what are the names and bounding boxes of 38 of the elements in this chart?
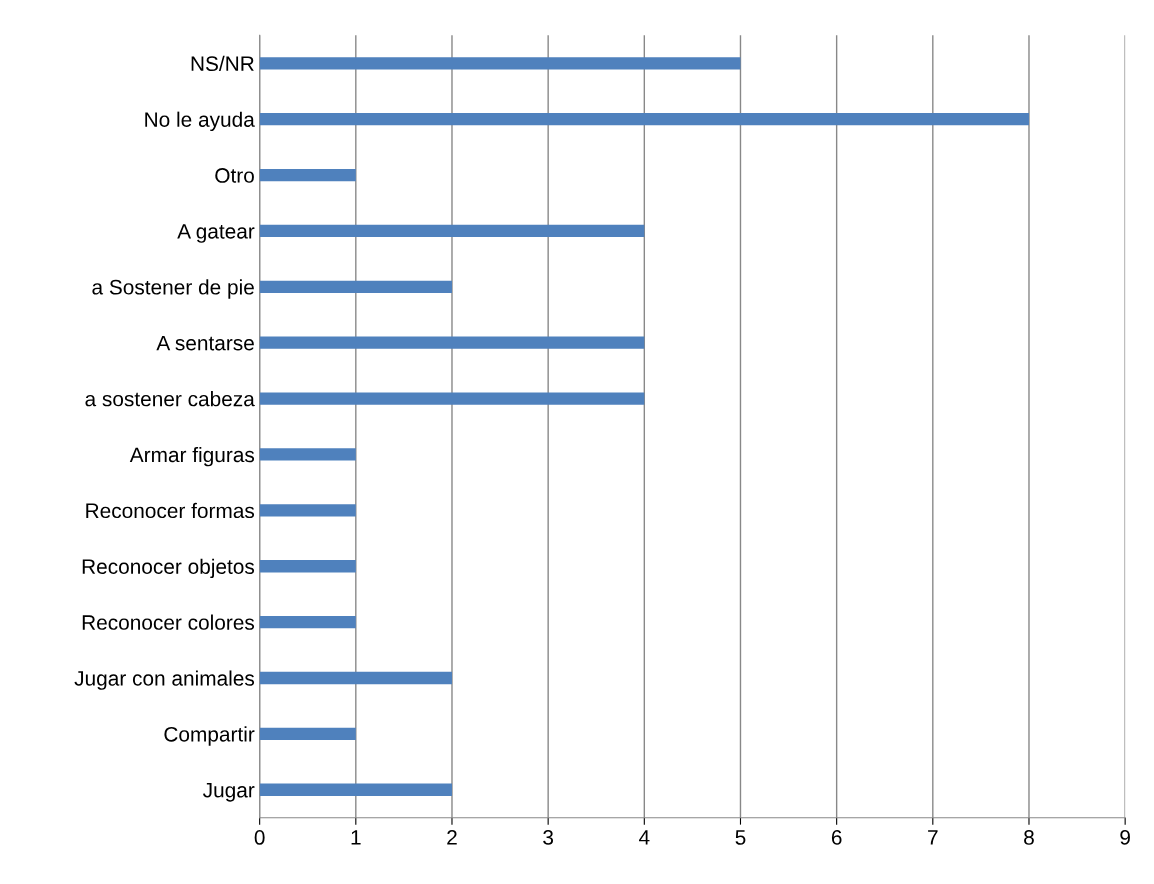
y-tick-label: NS/NR [191,55,254,72]
x-tick-label: 6 [831,830,842,845]
bar [259,727,356,741]
bar [259,560,356,573]
x-tick-label: 5 [735,830,746,845]
x-tick-label: 0 [254,830,265,845]
y-tick-label: Reconocer formas [86,502,255,519]
y-tick-label: Reconocer colores [82,614,255,630]
bar [259,224,645,238]
x-tick-label: 4 [639,830,650,845]
x-tick-label: 8 [1024,830,1034,845]
bar [259,57,741,70]
x-tick-label: 3 [543,830,554,845]
y-tick-label: a Sostener de pie [92,279,254,299]
y-tick-label: Jugar [203,782,255,802]
y-tick-label: A sentarse [156,335,254,351]
bar [259,280,452,293]
y-tick-label: a sostener cabeza [85,391,255,407]
y-tick-label: Otro [215,168,254,183]
y-tick-label: Reconocer objetos [82,558,255,579]
bar [259,504,356,517]
x-tick-label: 7 [928,830,938,845]
x-tick-label: 2 [447,830,457,845]
bar [259,113,1029,126]
bar [259,392,645,405]
y-tick-label: No le ayuda [145,111,255,132]
x-tick-label: 1 [351,830,361,845]
bar [259,168,356,182]
y-tick-label: A gatear [177,224,255,243]
bar [259,615,356,629]
y-tick-label: Armar figuras [129,446,255,467]
bar [259,671,452,685]
bar [259,783,452,796]
x-tick-label: 9 [1120,830,1130,845]
y-tick-label: Jugar con animales [74,670,255,690]
bar [259,448,356,461]
y-tick-label: Compartir [164,726,255,746]
bar [259,336,645,349]
